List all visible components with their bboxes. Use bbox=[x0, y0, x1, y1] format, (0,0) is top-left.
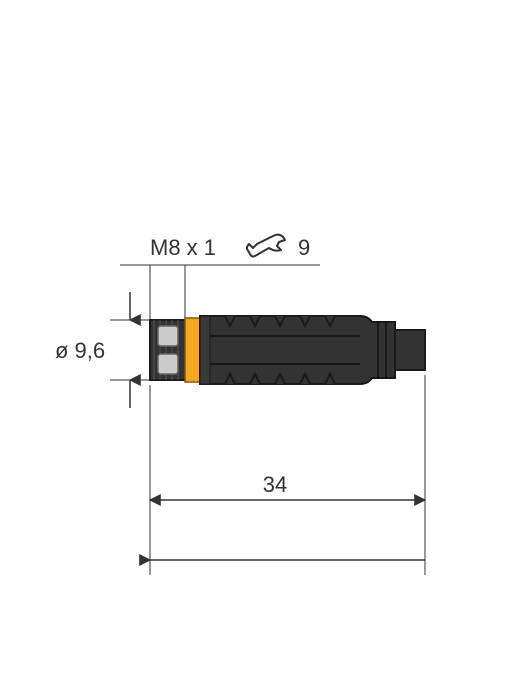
wrench-size-label: 9 bbox=[298, 235, 310, 260]
wrench-icon bbox=[247, 235, 285, 257]
thread-label-row: M8 x 1 9 bbox=[150, 235, 310, 260]
diameter-dimension: ø 9,6 bbox=[55, 292, 150, 408]
thread-label: M8 x 1 bbox=[150, 235, 216, 260]
connector-body bbox=[150, 316, 425, 384]
color-ring bbox=[185, 318, 200, 382]
length-label: 34 bbox=[263, 472, 287, 497]
cable-stub bbox=[395, 330, 425, 370]
threaded-nut bbox=[150, 320, 185, 380]
overmold-body bbox=[200, 316, 395, 384]
diameter-label: ø 9,6 bbox=[55, 338, 105, 363]
connector-technical-drawing: M8 x 1 9 ø 9,6 34 bbox=[0, 0, 523, 700]
length-dimension: 34 bbox=[150, 375, 425, 575]
